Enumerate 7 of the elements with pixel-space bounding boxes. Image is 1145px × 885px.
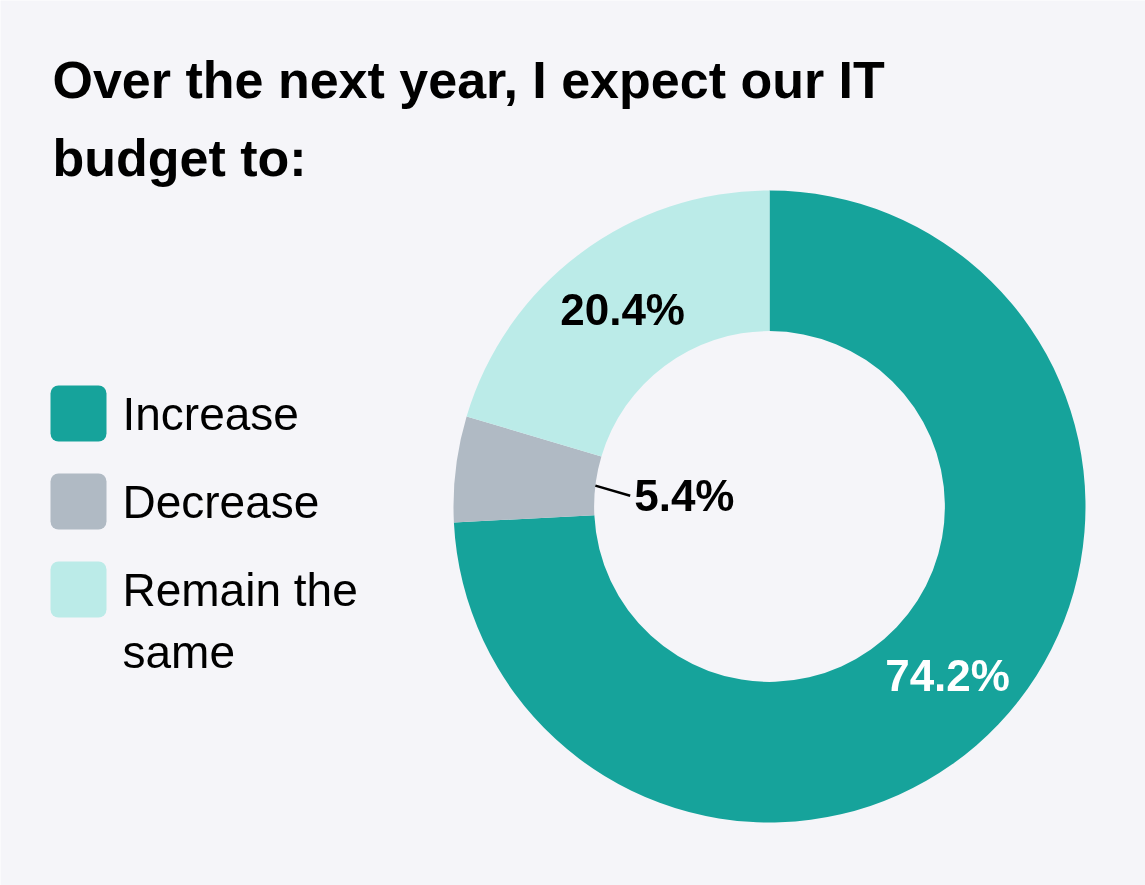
chart-title: Over the next year, I expect our IT budget to: bbox=[52, 50, 886, 187]
data-label: 74.2% bbox=[885, 651, 1010, 701]
data-label: 20.4% bbox=[560, 285, 685, 335]
data-label: 5.4% bbox=[634, 471, 735, 521]
legend-label: Increase bbox=[122, 387, 299, 440]
legend-label: Decrease bbox=[122, 475, 320, 528]
legend-label: Remain the same bbox=[122, 563, 358, 678]
